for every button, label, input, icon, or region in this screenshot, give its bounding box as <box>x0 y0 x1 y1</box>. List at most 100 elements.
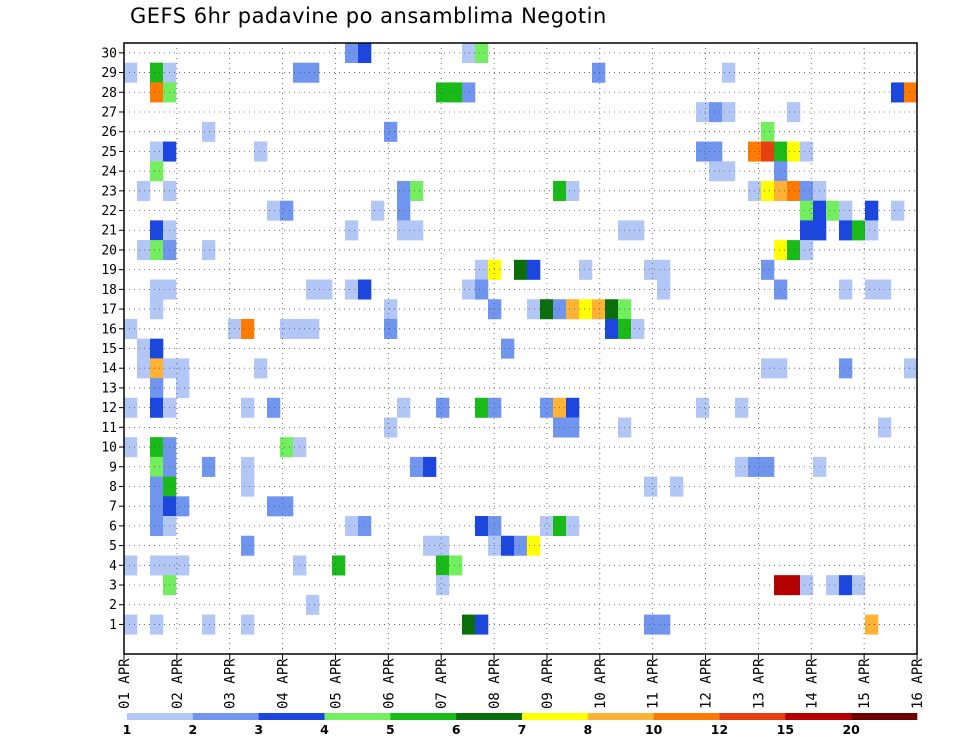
heatmap-cell <box>709 141 723 162</box>
legend-swatch <box>719 713 786 720</box>
heatmap-cell <box>800 240 814 261</box>
legend-label: 1 <box>123 722 132 737</box>
heatmap-cell <box>774 575 788 596</box>
heatmap-cell <box>761 141 775 162</box>
x-tick-label: 06 APR <box>381 658 397 709</box>
heatmap-cell <box>540 299 554 320</box>
heatmap-cell <box>124 397 138 418</box>
heatmap-cell <box>657 259 671 280</box>
y-tick-label: 25 <box>101 145 117 160</box>
heatmap-cell <box>202 456 216 477</box>
x-tick-label: 09 APR <box>540 658 556 709</box>
y-tick-label: 8 <box>109 480 117 495</box>
x-tick-label: 04 APR <box>276 658 292 709</box>
y-axis: 1234567891011121314151617181920212223242… <box>101 46 124 633</box>
heatmap-cell <box>501 535 515 556</box>
legend-label: 6 <box>452 722 461 737</box>
heatmap-cell <box>150 279 164 300</box>
y-tick-label: 9 <box>109 460 117 475</box>
heatmap-cell <box>475 259 489 280</box>
heatmap-cell <box>280 200 294 221</box>
heatmap-cell <box>475 614 489 635</box>
legend-swatch <box>192 713 259 720</box>
heatmap-cell <box>761 358 775 379</box>
y-tick-label: 12 <box>101 401 117 416</box>
heatmap-cell <box>787 102 801 123</box>
x-tick-label: 14 APR <box>804 658 820 709</box>
heatmap-cell <box>254 358 268 379</box>
heatmap-cell <box>384 417 398 438</box>
y-tick-label: 20 <box>101 243 117 258</box>
heatmap-cell <box>735 397 749 418</box>
heatmap-cell <box>800 180 814 201</box>
heatmap-cell <box>150 82 164 103</box>
x-tick-label: 08 APR <box>487 658 503 709</box>
x-tick-label: 02 APR <box>170 658 186 709</box>
heatmap-cell <box>410 220 424 241</box>
x-tick-label: 13 APR <box>751 658 767 709</box>
heatmap-cell <box>137 338 151 359</box>
heatmap-cell <box>150 338 164 359</box>
heatmap-cell <box>761 180 775 201</box>
heatmap-cell <box>267 200 281 221</box>
heatmap-cell <box>644 614 658 635</box>
heatmap-cell <box>774 180 788 201</box>
heatmap-cell <box>267 496 281 517</box>
heatmap-cell <box>566 516 580 537</box>
heatmap-cell <box>852 575 866 596</box>
heatmap-cell <box>150 378 164 399</box>
heatmap-cell <box>137 180 151 201</box>
heatmap-cell <box>722 102 736 123</box>
heatmap-cell <box>150 614 164 635</box>
heatmap-cell <box>241 476 255 497</box>
x-tick-label: 03 APR <box>223 658 239 709</box>
heatmap-cell <box>397 200 411 221</box>
heatmap-cell <box>462 614 476 635</box>
heatmap-cell <box>280 318 294 339</box>
heatmap-cell <box>787 141 801 162</box>
heatmap-cell <box>137 358 151 379</box>
heatmap-cell <box>839 358 853 379</box>
heatmap-cell <box>124 555 138 576</box>
heatmap-cell <box>644 259 658 280</box>
heatmap-cell <box>462 82 476 103</box>
heatmap-cell <box>631 318 645 339</box>
x-tick-label: 11 APR <box>646 658 662 709</box>
x-axis: 01 APR 02 APR 03 APR 04 APR 05 APR 06 APR 07 A… <box>117 654 926 709</box>
heatmap-cell <box>410 456 424 477</box>
heatmap-cell <box>319 279 333 300</box>
x-tick-label: 01 APR <box>117 658 133 709</box>
heatmap-cell <box>241 318 255 339</box>
heatmap-cell <box>865 279 879 300</box>
heatmap-cell <box>761 121 775 142</box>
heatmap-cell <box>787 575 801 596</box>
y-tick-label: 17 <box>101 303 117 318</box>
heatmap-cell <box>202 240 216 261</box>
heatmap-cell <box>605 318 619 339</box>
heatmap-cell <box>696 102 710 123</box>
heatmap-cell <box>839 279 853 300</box>
legend-label: 5 <box>386 722 395 737</box>
legend-swatch <box>851 713 918 720</box>
heatmap-cell <box>475 43 489 64</box>
heatmap-cell <box>787 180 801 201</box>
legend-label: 15 <box>777 722 794 737</box>
heatmap-cell <box>631 220 645 241</box>
heatmap-cell <box>800 200 814 221</box>
heatmap-cell <box>345 516 359 537</box>
heatmap-cell <box>150 555 164 576</box>
y-tick-label: 24 <box>101 165 117 180</box>
legend-swatch <box>522 713 589 720</box>
legend-label: 8 <box>583 722 592 737</box>
legend-label: 7 <box>518 722 527 737</box>
heatmap-cell <box>709 102 723 123</box>
heatmap-cell <box>761 456 775 477</box>
heatmap-cell <box>397 397 411 418</box>
heatmap-cell <box>462 279 476 300</box>
legend-label: 12 <box>711 722 728 737</box>
heatmap-cell <box>839 200 853 221</box>
y-tick-label: 14 <box>101 362 117 377</box>
heatmap-cell <box>150 141 164 162</box>
heatmap-cell <box>800 575 814 596</box>
